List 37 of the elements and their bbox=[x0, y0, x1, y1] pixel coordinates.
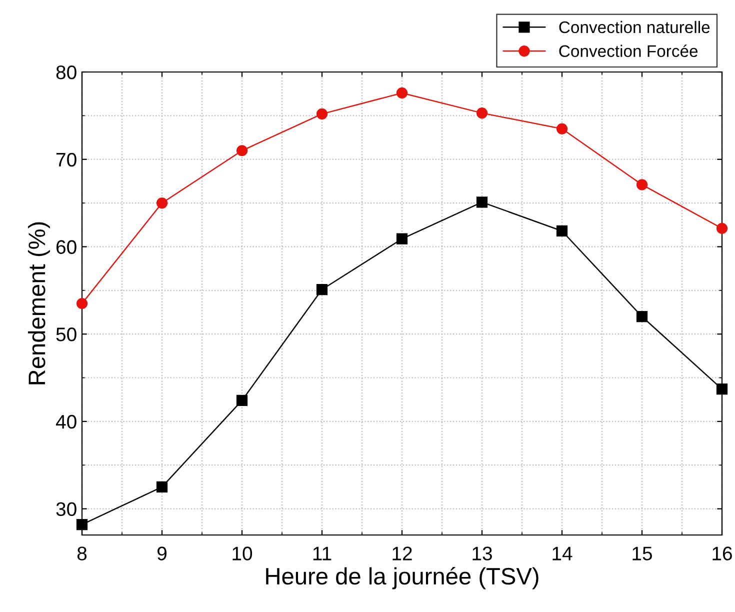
x-tick-label: 11 bbox=[313, 546, 332, 560]
x-axis-title: Heure de la journée (TSV) bbox=[266, 567, 538, 590]
point bbox=[316, 108, 328, 120]
y-tick-label: 40 bbox=[56, 414, 76, 429]
x-tick-label: 13 bbox=[472, 546, 492, 560]
point bbox=[636, 311, 648, 322]
x-tick-label: 15 bbox=[632, 546, 652, 560]
x-tick-label: 14 bbox=[552, 546, 572, 560]
point bbox=[76, 298, 88, 310]
point bbox=[396, 233, 408, 244]
point bbox=[236, 394, 248, 406]
x-tick-label: 12 bbox=[392, 546, 412, 560]
x-tick-label: 16 bbox=[712, 546, 732, 560]
point bbox=[716, 384, 728, 395]
point bbox=[476, 108, 488, 119]
point bbox=[236, 145, 248, 156]
point bbox=[476, 196, 488, 208]
point bbox=[396, 87, 408, 99]
x-tick-label: 9 bbox=[158, 546, 166, 560]
point bbox=[316, 284, 328, 296]
point bbox=[76, 518, 88, 530]
x-tick-label: 8 bbox=[77, 546, 87, 560]
y-tick-label: 80 bbox=[56, 65, 76, 80]
legend-label: Convection naturelle bbox=[559, 20, 710, 34]
point bbox=[556, 123, 568, 134]
point bbox=[716, 222, 728, 234]
point bbox=[556, 225, 568, 237]
point bbox=[636, 179, 648, 190]
y-tick-label: 60 bbox=[56, 240, 76, 254]
y-tick-label: 50 bbox=[56, 328, 76, 342]
legend-label: Convection Forcée bbox=[559, 44, 698, 58]
y-tick-label: 70 bbox=[56, 152, 76, 167]
x-tick-label: 10 bbox=[232, 546, 252, 560]
y-tick-label: 30 bbox=[56, 502, 76, 516]
point bbox=[156, 481, 168, 493]
point bbox=[156, 197, 168, 209]
y-axis-title: Rendement (%) bbox=[28, 222, 50, 384]
